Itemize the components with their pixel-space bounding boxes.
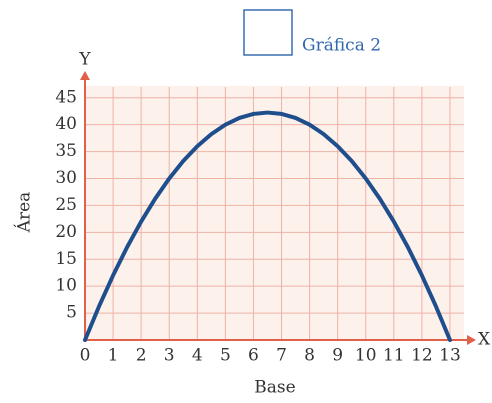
legend-swatch (243, 9, 293, 56)
y-tick-label: 25 (55, 195, 77, 215)
x-axis-name: X (478, 330, 491, 350)
x-tick-label: 2 (136, 346, 147, 366)
y-tick-label: 5 (66, 303, 77, 323)
x-tick-label: 0 (80, 346, 91, 366)
x-axis-arrow (467, 335, 476, 345)
plot-background (85, 86, 464, 340)
y-tick-label: 15 (55, 249, 77, 269)
y-axis-arrow (80, 71, 90, 80)
x-tick-label: 7 (276, 346, 287, 366)
x-tick-label: 5 (220, 346, 231, 366)
x-tick-label: 6 (248, 346, 259, 366)
y-tick-label: 45 (55, 87, 77, 107)
y-tick-label: 10 (55, 276, 77, 296)
y-tick-label: 30 (55, 168, 77, 188)
x-tick-label: 13 (439, 346, 461, 366)
x-tick-label: 11 (383, 346, 405, 366)
x-tick-label: 12 (411, 346, 433, 366)
y-tick-label: 35 (55, 141, 77, 161)
curve (83, 110, 452, 342)
y-tick-label: 20 (55, 222, 77, 242)
legend-label: Gráfica 2 (302, 36, 381, 56)
y-axis-name: Y (78, 50, 91, 70)
x-axis-title: Base (254, 378, 295, 398)
x-tick-label: 3 (164, 346, 175, 366)
y-tick-label: 40 (55, 114, 77, 134)
x-tick-label: 4 (192, 346, 203, 366)
y-axis-title: Área (14, 192, 35, 234)
x-tick-label: 10 (355, 346, 377, 366)
x-tick-label: 1 (108, 346, 119, 366)
x-tick-label: 8 (304, 346, 315, 366)
x-tick-label: 9 (332, 346, 343, 366)
